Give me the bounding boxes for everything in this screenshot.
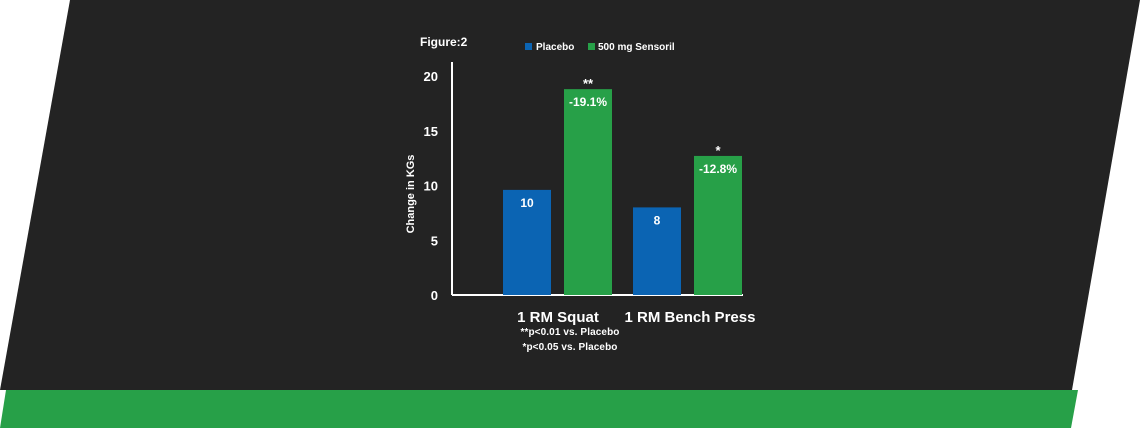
bar-sensoril-0	[564, 89, 612, 295]
figure-label: Figure:2	[420, 35, 468, 49]
category-label-squat: 1 RM Squat	[517, 309, 599, 326]
bars: 10 -19.1% ** 8 -12.8% *	[503, 76, 742, 295]
y-axis-title: Change in KGs	[405, 155, 417, 234]
data-label: -19.1%	[569, 95, 607, 109]
legend-label-sensoril: 500 mg Sensoril	[598, 42, 675, 53]
data-label: 10	[520, 196, 534, 210]
legend-swatch-placebo	[525, 43, 532, 50]
category-label-bench: 1 RM Bench Press	[625, 309, 756, 326]
legend-label-placebo: Placebo	[536, 42, 574, 53]
y-tick-label: 20	[424, 69, 438, 84]
y-ticks: 0 5 10 15 20	[424, 69, 438, 303]
y-tick-label: 5	[431, 233, 438, 248]
bar-placebo-1	[633, 207, 681, 295]
green-band	[0, 390, 1078, 428]
significance-marker: *	[715, 143, 721, 158]
y-tick-label: 0	[431, 288, 438, 303]
data-label: 8	[654, 213, 661, 227]
significance-marker: **	[583, 76, 594, 91]
y-tick-label: 10	[424, 179, 438, 194]
data-label: -12.8%	[699, 162, 737, 176]
bar-placebo-0	[503, 189, 551, 295]
legend: Placebo 500 mg Sensoril	[525, 42, 675, 53]
footnote-p001: **p<0.01 vs. Placebo	[520, 327, 620, 338]
y-tick-label: 15	[424, 124, 438, 139]
footnote-p005: *p<0.05 vs. Placebo	[522, 342, 618, 353]
legend-swatch-sensoril	[588, 43, 595, 50]
bar-sensoril-1	[694, 155, 742, 295]
